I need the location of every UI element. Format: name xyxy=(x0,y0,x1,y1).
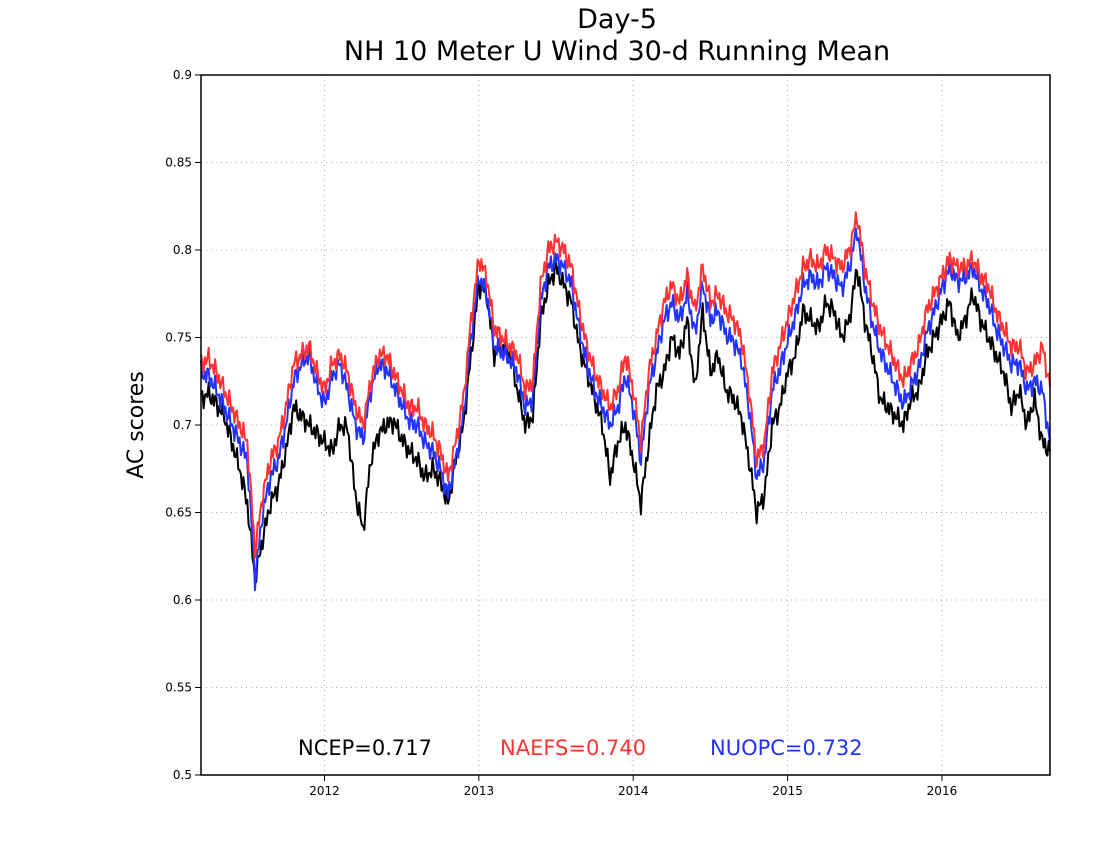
chart-subtitle: NH 10 Meter U Wind 30-d Running Mean xyxy=(344,36,890,67)
y-tick-label: 0.6 xyxy=(173,593,192,607)
legend-ncep: NCEP=0.717 xyxy=(298,736,432,760)
x-tick-label: 2013 xyxy=(464,784,495,798)
grid-lines xyxy=(201,75,1050,775)
y-tick-label: 0.8 xyxy=(173,243,192,257)
x-tick-label: 2014 xyxy=(618,784,649,798)
x-axis: 2012 2013 2014 2015 2016 xyxy=(309,775,957,798)
legend: NCEP=0.717 NAEFS=0.740 NUOPC=0.732 xyxy=(298,736,863,760)
legend-nuopc: NUOPC=0.732 xyxy=(710,736,863,760)
y-tick-label: 0.7 xyxy=(173,418,192,432)
x-tick-label: 2012 xyxy=(309,784,340,798)
series-line-naefs xyxy=(200,211,1051,559)
series-line-ncep xyxy=(200,261,1051,583)
y-tick-label: 0.55 xyxy=(165,681,192,695)
y-axis-title: AC scores xyxy=(124,371,149,479)
y-tick-label: 0.75 xyxy=(165,331,192,345)
x-tick-label: 2016 xyxy=(927,784,958,798)
legend-naefs: NAEFS=0.740 xyxy=(500,736,646,760)
series-lines xyxy=(200,211,1051,592)
series-line-nuopc xyxy=(200,227,1051,592)
y-tick-label: 0.9 xyxy=(173,68,192,82)
y-tick-label: 0.85 xyxy=(165,156,192,170)
y-axis: 0.5 0.55 0.6 0.65 0.7 0.75 0.8 0.85 0.9 xyxy=(165,68,201,782)
x-tick-label: 2015 xyxy=(772,784,803,798)
y-tick-label: 0.5 xyxy=(173,768,192,782)
y-tick-label: 0.65 xyxy=(165,506,192,520)
chart-title: Day-5 xyxy=(577,4,657,35)
